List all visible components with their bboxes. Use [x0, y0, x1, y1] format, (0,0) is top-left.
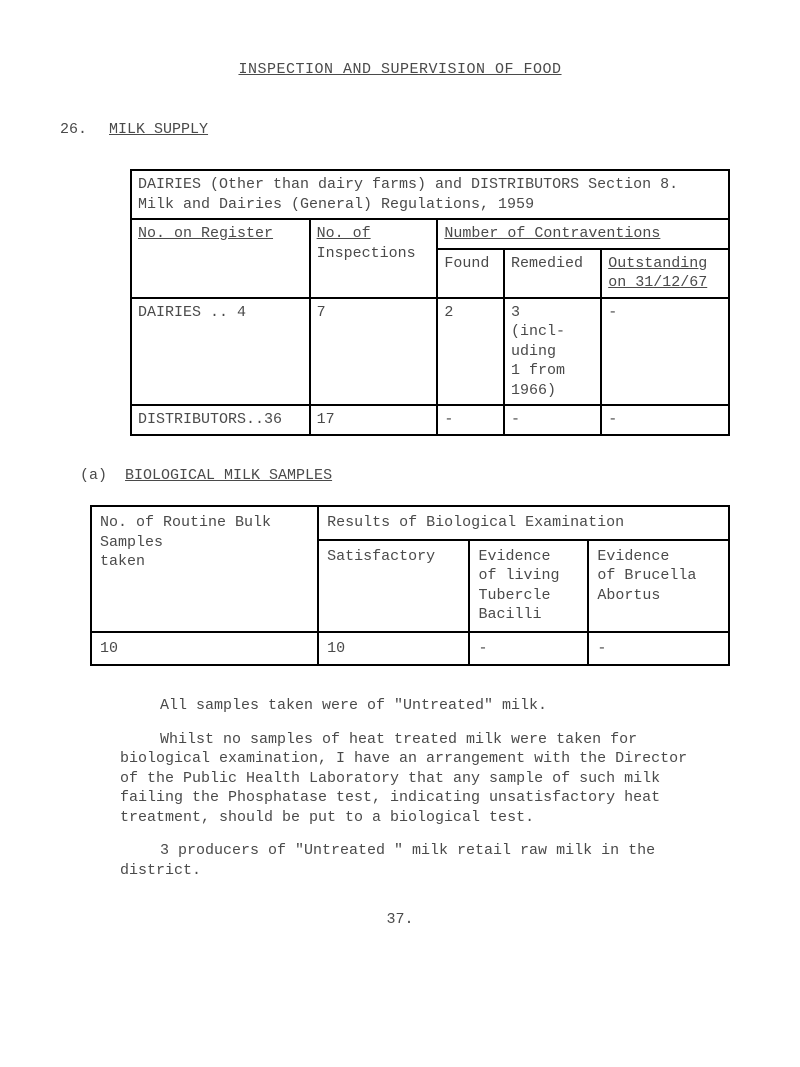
sub-a-text: BIOLOGICAL MILK SAMPLES: [125, 467, 332, 484]
section-label: MILK SUPPLY: [109, 121, 208, 138]
r1-insp: 7: [310, 298, 438, 406]
h-found: Found: [437, 249, 504, 298]
para-3: 3 producers of "Untreated " milk retail …: [120, 841, 710, 880]
subsection-a: (a) BIOLOGICAL MILK SAMPLES: [80, 466, 740, 486]
dairies-table: DAIRIES (Other than dairy farms) and DIS…: [130, 169, 730, 436]
r2-found: -: [437, 405, 504, 435]
h-satisfactory: Satisfactory: [318, 540, 469, 632]
h-results: Results of Biological Examination: [318, 506, 729, 540]
page-number: 37.: [60, 910, 740, 930]
r2-label: DISTRIBUTORS..36: [131, 405, 310, 435]
r1-outstanding: -: [601, 298, 729, 406]
section-heading: 26. MILK SUPPLY: [60, 120, 740, 140]
r1-remedied: 3 (incl- uding 1 from 1966): [504, 298, 601, 406]
h-on-date: on 31/12/67: [608, 274, 707, 291]
r-living: -: [469, 632, 588, 666]
h-contraventions: Number of Contraventions: [444, 225, 660, 242]
h-inspections: Inspections: [317, 245, 416, 262]
h-outstanding: Outstanding: [608, 255, 707, 272]
h-remedied: Remedied: [504, 249, 601, 298]
sub-a-label: (a): [80, 467, 107, 484]
h-evidence-brucella: Evidence of Brucella Abortus: [588, 540, 729, 632]
r2-outstanding: -: [601, 405, 729, 435]
r2-remedied: -: [504, 405, 601, 435]
h-no-of: No. of: [317, 225, 371, 242]
r-brucella: -: [588, 632, 729, 666]
h-no-routine: No. of Routine Bulk Samples taken: [91, 506, 318, 632]
page-title: INSPECTION AND SUPERVISION OF FOOD: [60, 60, 740, 80]
para-1: All samples taken were of "Untreated" mi…: [120, 696, 710, 716]
h-no-register: No. on Register: [138, 225, 273, 242]
r1-label: DAIRIES .. 4: [131, 298, 310, 406]
r2-insp: 17: [310, 405, 438, 435]
biological-table: No. of Routine Bulk Samples taken Result…: [90, 505, 730, 666]
r-samples: 10: [91, 632, 318, 666]
para-2: Whilst no samples of heat treated milk w…: [120, 730, 710, 828]
r-satisfactory: 10: [318, 632, 469, 666]
table1-caption: DAIRIES (Other than dairy farms) and DIS…: [131, 170, 729, 219]
r1-found: 2: [437, 298, 504, 406]
h-evidence-living: Evidence of living Tubercle Bacilli: [469, 540, 588, 632]
section-number: 26.: [60, 120, 100, 140]
